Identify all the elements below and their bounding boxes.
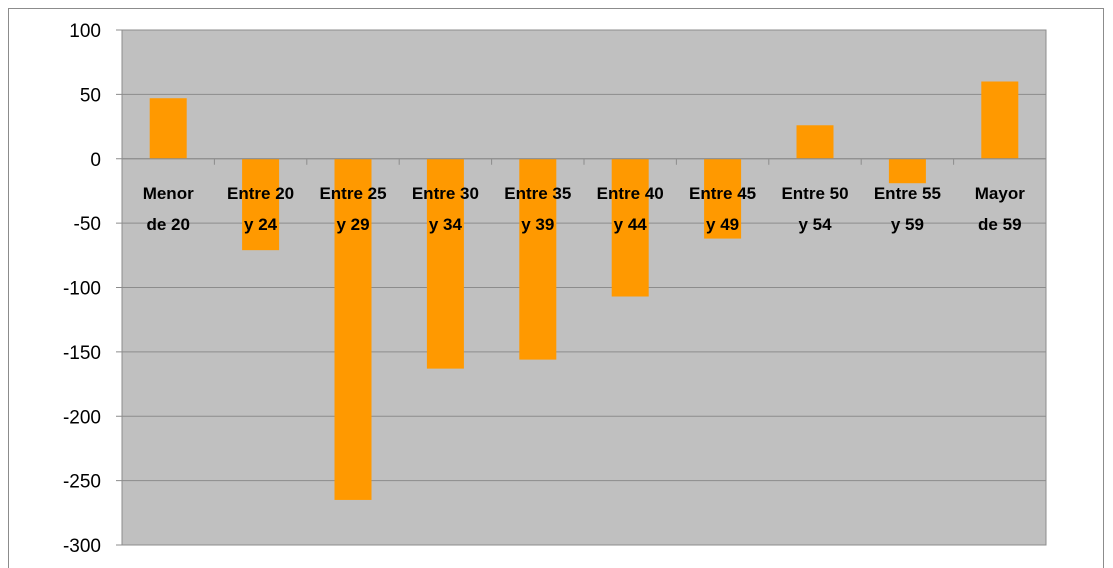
bar bbox=[796, 125, 834, 159]
y-tick-label: 100 bbox=[69, 21, 101, 42]
y-tick-label: -100 bbox=[63, 279, 101, 300]
bar bbox=[426, 158, 464, 369]
bars bbox=[149, 81, 1019, 500]
y-tick-label: -50 bbox=[74, 214, 101, 235]
bar bbox=[888, 158, 926, 184]
bar bbox=[704, 158, 742, 239]
y-tick-label: -300 bbox=[63, 536, 101, 557]
x-axis-tick-marks bbox=[121, 158, 1047, 165]
y-tick-label: -250 bbox=[63, 472, 101, 493]
x-category-label: de 59 bbox=[978, 215, 1021, 234]
x-category-label: Mayor bbox=[975, 184, 1025, 203]
x-category-label: y 49 bbox=[706, 215, 739, 234]
x-category-label: y 54 bbox=[798, 215, 832, 234]
x-category-label: y 34 bbox=[429, 215, 463, 234]
x-category-label: y 24 bbox=[244, 215, 278, 234]
y-tick-label: 0 bbox=[90, 150, 101, 171]
y-tick-label: -200 bbox=[63, 407, 101, 428]
x-category-label: Entre 20 bbox=[227, 184, 294, 203]
x-category-label: Entre 35 bbox=[504, 184, 571, 203]
bar bbox=[149, 98, 187, 159]
bar bbox=[611, 158, 649, 297]
x-category-label: y 39 bbox=[521, 215, 554, 234]
x-category-label: y 44 bbox=[614, 215, 648, 234]
x-axis-category-labels: Menor de 20 Entre 20 y 24 Entre 25 y 29 Entre … bbox=[143, 184, 1026, 234]
bar bbox=[981, 81, 1019, 159]
x-category-label: Entre 30 bbox=[412, 184, 479, 203]
bar bbox=[519, 158, 557, 360]
x-category-label: Entre 25 bbox=[319, 184, 386, 203]
x-category-label: Entre 50 bbox=[781, 184, 848, 203]
bar bbox=[242, 158, 280, 251]
x-category-label: y 59 bbox=[891, 215, 924, 234]
y-axis-tick-labels: 100 50 0 -50 -100 -150 -200 -250 -300 bbox=[63, 21, 101, 557]
x-category-label: Entre 40 bbox=[597, 184, 664, 203]
x-category-label: Entre 45 bbox=[689, 184, 756, 203]
x-category-label: Menor bbox=[143, 184, 194, 203]
x-category-label: Entre 55 bbox=[874, 184, 941, 203]
y-tick-label: 50 bbox=[80, 85, 101, 106]
x-category-label: de 20 bbox=[146, 215, 189, 234]
bar bbox=[334, 158, 372, 500]
x-category-label: y 29 bbox=[336, 215, 369, 234]
y-tick-label: -150 bbox=[63, 343, 101, 364]
